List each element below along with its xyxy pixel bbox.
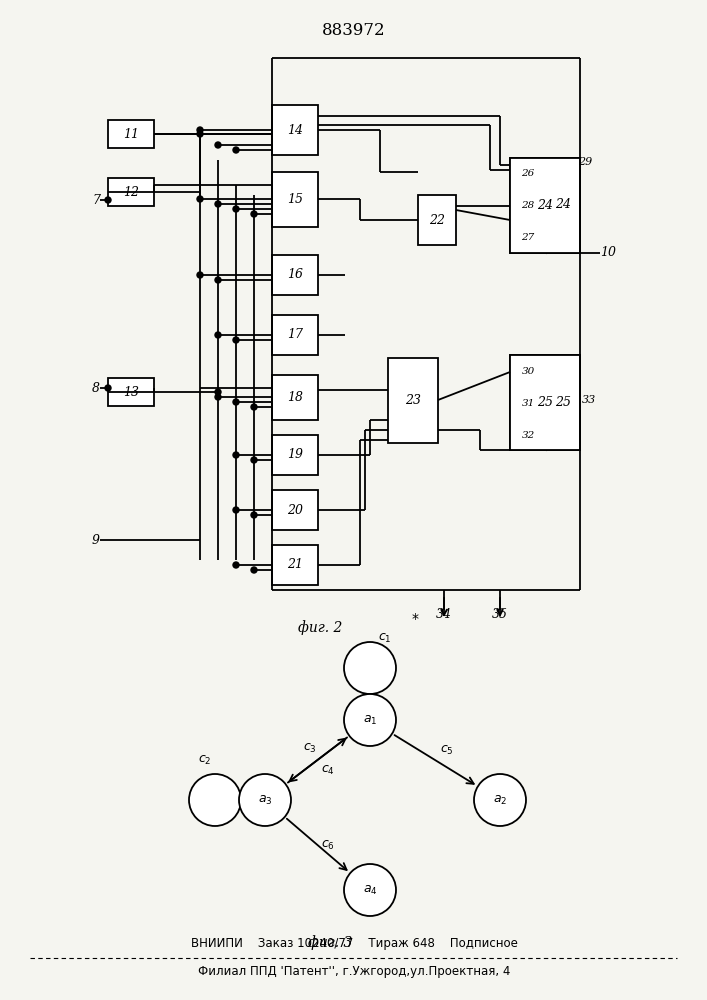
Circle shape <box>105 197 111 203</box>
Circle shape <box>344 694 396 746</box>
Text: 14: 14 <box>287 123 303 136</box>
Circle shape <box>215 389 221 395</box>
Text: 25: 25 <box>537 396 553 409</box>
Text: 22: 22 <box>429 214 445 227</box>
Circle shape <box>233 147 239 153</box>
Text: $a_2$: $a_2$ <box>493 793 507 807</box>
FancyBboxPatch shape <box>510 355 580 450</box>
Text: 28: 28 <box>521 202 534 211</box>
FancyBboxPatch shape <box>510 355 580 450</box>
Text: 24: 24 <box>537 199 553 212</box>
Circle shape <box>251 211 257 217</box>
Circle shape <box>197 131 203 137</box>
FancyBboxPatch shape <box>510 158 580 253</box>
Circle shape <box>233 206 239 212</box>
Circle shape <box>251 457 257 463</box>
Circle shape <box>215 332 221 338</box>
Text: $c_6$: $c_6$ <box>320 838 334 852</box>
Text: 18: 18 <box>287 391 303 404</box>
FancyBboxPatch shape <box>510 158 580 253</box>
Text: Филиал ППД 'Патент'', г.Ужгород,ул.Проектная, 4: Филиал ППД 'Патент'', г.Ужгород,ул.Проек… <box>198 966 510 978</box>
Text: 15: 15 <box>287 193 303 206</box>
Circle shape <box>197 272 203 278</box>
Text: 31: 31 <box>521 398 534 408</box>
FancyBboxPatch shape <box>272 490 318 530</box>
Circle shape <box>474 774 526 826</box>
Circle shape <box>233 507 239 513</box>
Text: 29: 29 <box>578 157 592 167</box>
Circle shape <box>233 399 239 405</box>
Text: 23: 23 <box>405 394 421 407</box>
Circle shape <box>197 127 203 133</box>
FancyBboxPatch shape <box>272 315 318 355</box>
Circle shape <box>233 562 239 568</box>
Text: 16: 16 <box>287 268 303 282</box>
Circle shape <box>215 277 221 283</box>
Text: 35: 35 <box>492 608 508 621</box>
FancyBboxPatch shape <box>418 195 456 245</box>
Text: 8: 8 <box>92 381 100 394</box>
Text: $c_1$: $c_1$ <box>378 631 392 645</box>
Text: 27: 27 <box>521 233 534 242</box>
Text: 13: 13 <box>123 385 139 398</box>
Text: 21: 21 <box>287 558 303 572</box>
Text: 25: 25 <box>555 395 571 408</box>
Text: фиг. 3: фиг. 3 <box>308 935 352 950</box>
FancyBboxPatch shape <box>388 358 438 443</box>
Text: 11: 11 <box>123 127 139 140</box>
FancyBboxPatch shape <box>272 255 318 295</box>
Text: 19: 19 <box>287 448 303 462</box>
Circle shape <box>251 512 257 518</box>
Circle shape <box>239 774 291 826</box>
Text: $c_4$: $c_4$ <box>320 763 334 777</box>
Circle shape <box>344 642 396 694</box>
Circle shape <box>215 142 221 148</box>
FancyBboxPatch shape <box>272 172 318 227</box>
FancyBboxPatch shape <box>272 375 318 420</box>
Text: $c_3$: $c_3$ <box>303 741 316 755</box>
Text: 20: 20 <box>287 504 303 516</box>
Circle shape <box>251 567 257 573</box>
Text: 17: 17 <box>287 328 303 342</box>
Text: 10: 10 <box>600 246 616 259</box>
FancyBboxPatch shape <box>272 545 318 585</box>
Circle shape <box>233 452 239 458</box>
Circle shape <box>215 201 221 207</box>
FancyBboxPatch shape <box>272 105 318 155</box>
Text: $a_1$: $a_1$ <box>363 713 378 727</box>
Text: 883972: 883972 <box>322 22 386 39</box>
Text: 26: 26 <box>521 169 534 178</box>
FancyBboxPatch shape <box>272 435 318 475</box>
Text: 30: 30 <box>521 366 534 375</box>
Circle shape <box>105 385 111 391</box>
Text: фиг. 2: фиг. 2 <box>298 620 342 635</box>
Text: $a_3$: $a_3$ <box>258 793 272 807</box>
Text: 32: 32 <box>521 430 534 440</box>
FancyBboxPatch shape <box>108 120 154 148</box>
Text: *: * <box>411 612 419 626</box>
Text: 33: 33 <box>582 395 596 405</box>
Text: 7: 7 <box>92 194 100 207</box>
Circle shape <box>251 404 257 410</box>
Circle shape <box>344 864 396 916</box>
Circle shape <box>233 337 239 343</box>
Text: $c_2$: $c_2$ <box>198 753 211 767</box>
Text: ВНИИПИ    Заказ 10240/77    Тираж 648    Подписное: ВНИИПИ Заказ 10240/77 Тираж 648 Подписно… <box>191 936 518 950</box>
Text: $a_4$: $a_4$ <box>363 883 378 897</box>
Circle shape <box>189 774 241 826</box>
Text: 12: 12 <box>123 186 139 198</box>
Text: $c_5$: $c_5$ <box>440 743 454 757</box>
FancyBboxPatch shape <box>108 378 154 406</box>
Text: 24: 24 <box>555 198 571 212</box>
Circle shape <box>215 394 221 400</box>
Circle shape <box>197 196 203 202</box>
Text: 34: 34 <box>436 608 452 621</box>
FancyBboxPatch shape <box>108 178 154 206</box>
Text: 9: 9 <box>92 534 100 546</box>
